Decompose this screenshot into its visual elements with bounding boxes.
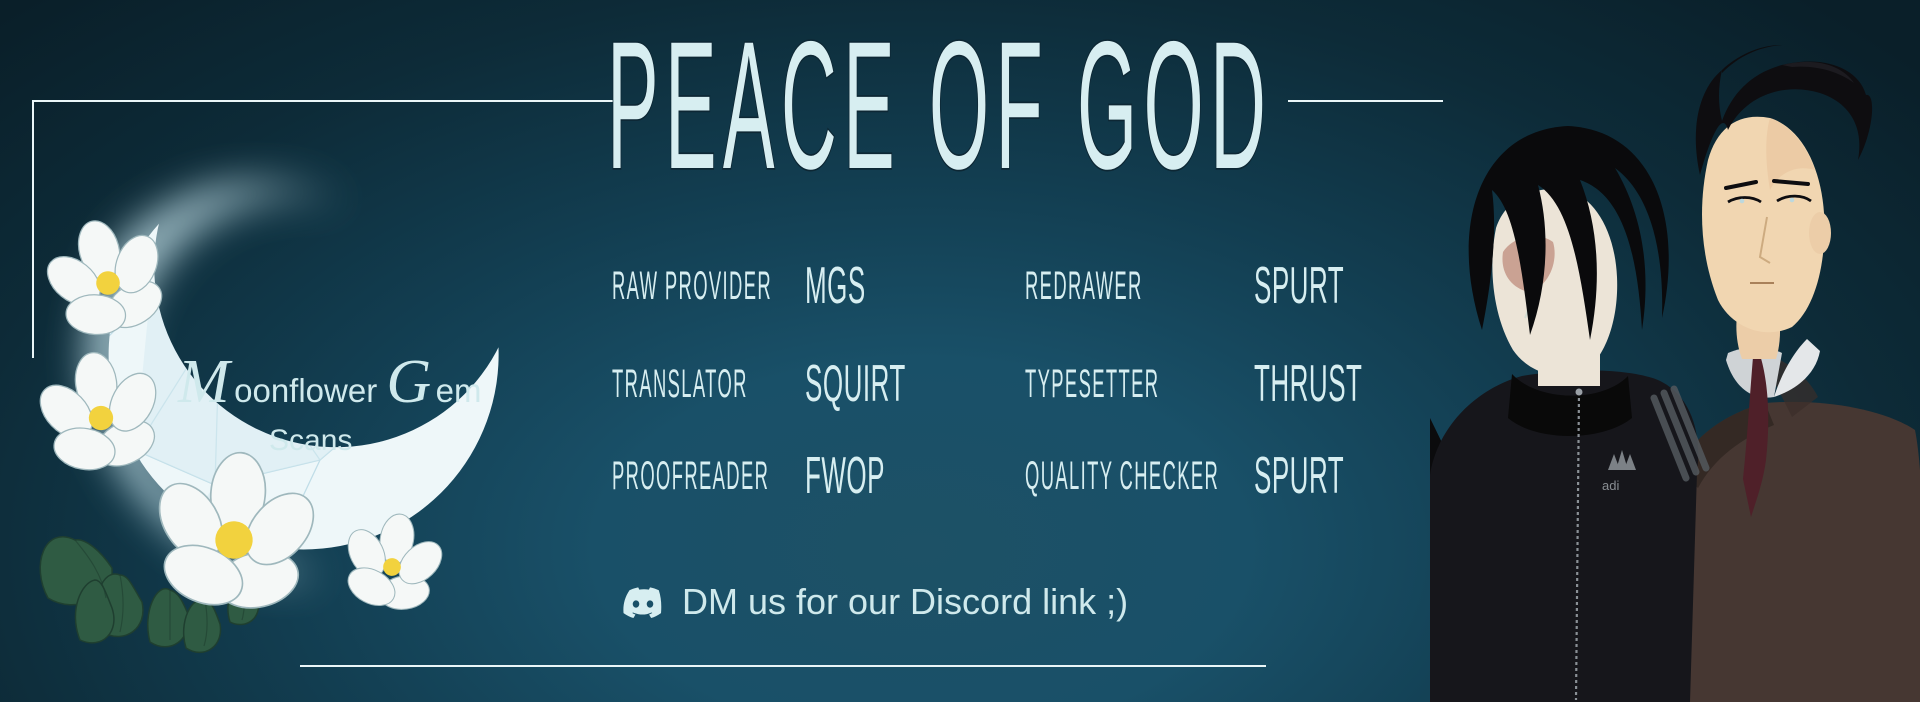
svg-text:adi: adi (1602, 478, 1619, 493)
svg-text:PEACE OF GOD: PEACE OF GOD (607, 3, 1272, 200)
svg-text:Scans: Scans (269, 424, 352, 457)
